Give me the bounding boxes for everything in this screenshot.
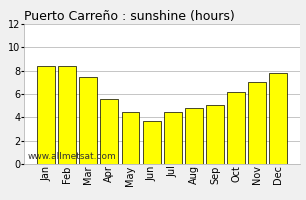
Bar <box>100 99 118 164</box>
Text: Puerto Carreño : sunshine (hours): Puerto Carreño : sunshine (hours) <box>24 10 235 23</box>
Text: www.allmetsat.com: www.allmetsat.com <box>27 152 116 161</box>
Bar <box>58 66 76 164</box>
Bar <box>37 66 55 164</box>
Bar <box>143 121 161 164</box>
Bar <box>206 104 224 164</box>
Bar <box>269 73 287 164</box>
Bar <box>227 92 245 164</box>
Bar <box>164 112 182 164</box>
Bar <box>121 112 140 164</box>
Bar <box>248 82 266 164</box>
Bar <box>185 108 203 164</box>
Bar <box>79 76 97 164</box>
